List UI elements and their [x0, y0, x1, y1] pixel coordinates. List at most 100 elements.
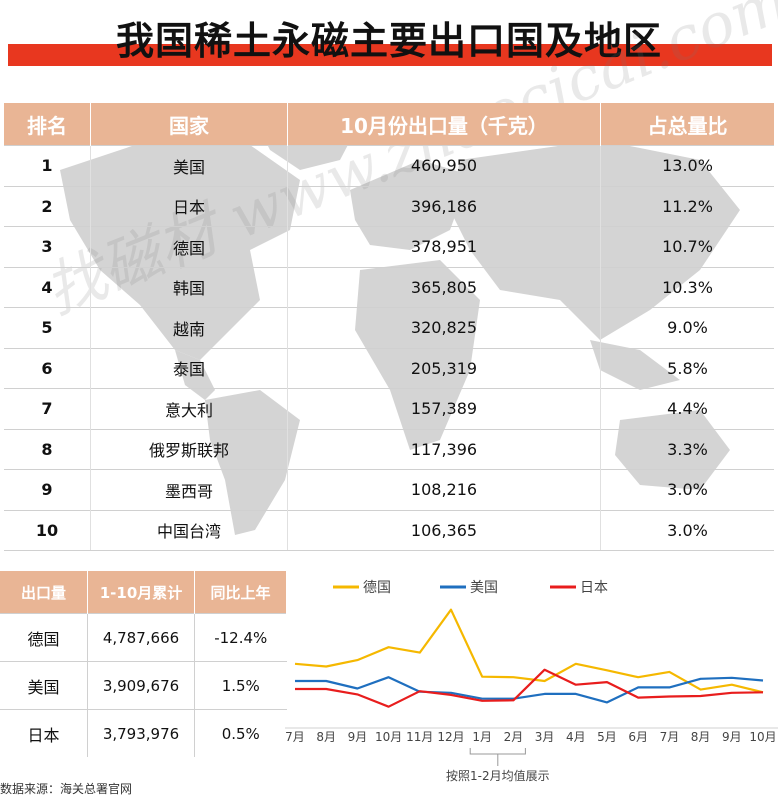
table-row: 9 墨西哥 108,216 3.0% [4, 469, 774, 510]
header-cumulative: 1-10月累计 [87, 571, 195, 614]
country-cell: 日本 [90, 185, 288, 227]
table-row: 4 韩国 365,805 10.3% [4, 266, 774, 308]
share-cell: 4.4% [600, 388, 774, 429]
country-cell: 中国台湾 [90, 509, 288, 551]
legend-label: 日本 [580, 580, 608, 596]
ranking-header-row: 排名 国家 10月份出口量（千克） 占总量比 [4, 103, 774, 146]
x-tick-label: 12月 [437, 730, 464, 744]
country-cell: 意大利 [90, 388, 288, 429]
table-row: 8 俄罗斯联邦 117,396 3.3% [4, 428, 774, 470]
country-cell: 德国 [90, 226, 288, 267]
table-row: 德国 4,787,666 -12.4% [0, 613, 287, 662]
x-tick-label: 2月 [504, 730, 524, 744]
country-cell: 德国 [0, 613, 88, 662]
share-cell: 10.7% [600, 226, 774, 267]
yoy-cell: -12.4% [194, 613, 287, 662]
rank-cell: 8 [4, 428, 91, 470]
header-share: 占总量比 [600, 103, 774, 146]
volume-cell: 396,186 [287, 185, 601, 227]
table-row: 5 越南 320,825 9.0% [4, 307, 774, 348]
country-cell: 泰国 [90, 347, 288, 389]
x-tick-label: 8月 [691, 730, 711, 744]
annotation-bracket [469, 748, 526, 755]
rank-cell: 1 [4, 145, 91, 186]
rank-cell: 2 [4, 185, 91, 227]
x-tick-label: 6月 [628, 730, 648, 744]
yoy-cell: 0.5% [194, 709, 287, 757]
country-cell: 俄罗斯联邦 [90, 428, 288, 470]
series-line-德国 [294, 608, 764, 694]
volume-cell: 117,396 [287, 428, 601, 470]
series-line-美国 [295, 676, 764, 704]
x-tick-label: 8月 [316, 730, 336, 744]
x-tick-label: 10月 [749, 730, 776, 744]
country-cell: 墨西哥 [90, 469, 288, 510]
export-ranking-table: 排名 国家 10月份出口量（千克） 占总量比 1 美国 460,950 13.0… [4, 103, 774, 551]
x-tick-label: 9月 [722, 730, 742, 744]
table-row: 2 日本 396,186 11.2% [4, 185, 774, 227]
total-cell: 3,793,976 [87, 709, 195, 757]
data-source-note: 数据来源：海关总署官网 [0, 782, 133, 796]
table-row: 3 德国 378,951 10.7% [4, 226, 774, 267]
volume-cell: 108,216 [287, 469, 601, 510]
legend-label: 美国 [470, 580, 498, 596]
volume-cell: 320,825 [287, 307, 601, 348]
header-export: 出口量 [0, 571, 88, 614]
table-row: 7 意大利 157,389 4.4% [4, 388, 774, 429]
share-cell: 3.3% [600, 428, 774, 470]
table-row: 1 美国 460,950 13.0% [4, 145, 774, 186]
x-tick-label: 9月 [348, 730, 368, 744]
title-underline-bar [8, 44, 772, 66]
share-cell: 10.3% [600, 266, 774, 308]
annotation-text: 按照1-2月均值展示 [446, 768, 550, 783]
volume-cell: 365,805 [287, 266, 601, 308]
rank-cell: 6 [4, 347, 91, 389]
x-tick-label: 4月 [566, 730, 586, 744]
x-tick-label: 7月 [285, 730, 305, 744]
x-tick-label: 10月 [375, 730, 402, 744]
share-cell: 3.0% [600, 509, 774, 551]
volume-cell: 157,389 [287, 388, 601, 429]
country-cell: 韩国 [90, 266, 288, 308]
total-cell: 3,909,676 [87, 661, 195, 710]
rank-cell: 4 [4, 266, 91, 308]
total-cell: 4,787,666 [87, 613, 195, 662]
volume-cell: 378,951 [287, 226, 601, 267]
table-row: 10 中国台湾 106,365 3.0% [4, 509, 774, 551]
header-yoy: 同比上年 [194, 571, 287, 614]
rank-cell: 10 [4, 509, 91, 551]
table-row: 日本 3,793,976 0.5% [0, 709, 287, 757]
share-cell: 11.2% [600, 185, 774, 227]
country-cell: 美国 [90, 145, 288, 186]
rank-cell: 7 [4, 388, 91, 429]
share-cell: 9.0% [600, 307, 774, 348]
x-tick-label: 7月 [660, 730, 680, 744]
rank-cell: 5 [4, 307, 91, 348]
country-cell: 日本 [0, 709, 88, 757]
legend-label: 德国 [363, 580, 391, 596]
cumulative-export-table: 出口量 1-10月累计 同比上年 德国 4,787,666 -12.4% 美国 … [0, 571, 287, 757]
table-row: 6 泰国 205,319 5.8% [4, 347, 774, 389]
yoy-cell: 1.5% [194, 661, 287, 710]
table-row: 美国 3,909,676 1.5% [0, 661, 287, 710]
x-tick-label: 3月 [535, 730, 555, 744]
page-title: 我国稀土永磁主要出口国及地区 [115, 19, 662, 63]
country-cell: 越南 [90, 307, 288, 348]
x-tick-label: 11月 [406, 730, 433, 744]
volume-cell: 106,365 [287, 509, 601, 551]
volume-cell: 205,319 [287, 347, 601, 389]
share-cell: 5.8% [600, 347, 774, 389]
volume-cell: 460,950 [287, 145, 601, 186]
monthly-export-line-chart: 德国 美国 日本 7月 8月 9月 10月 11月 12月 1月 2月 3月 4月 5月 6月 7月 8月 9月 1… [285, 580, 778, 783]
rank-cell: 9 [4, 469, 91, 510]
share-cell: 13.0% [600, 145, 774, 186]
header-country: 国家 [90, 103, 288, 146]
x-tick-label: 1月 [472, 730, 492, 744]
x-tick-label: 5月 [597, 730, 617, 744]
share-cell: 3.0% [600, 469, 774, 510]
series-line-日本 [295, 668, 764, 708]
header-rank: 排名 [4, 103, 91, 146]
rank-cell: 3 [4, 226, 91, 267]
country-cell: 美国 [0, 661, 88, 710]
header-volume: 10月份出口量（千克） [287, 103, 601, 146]
